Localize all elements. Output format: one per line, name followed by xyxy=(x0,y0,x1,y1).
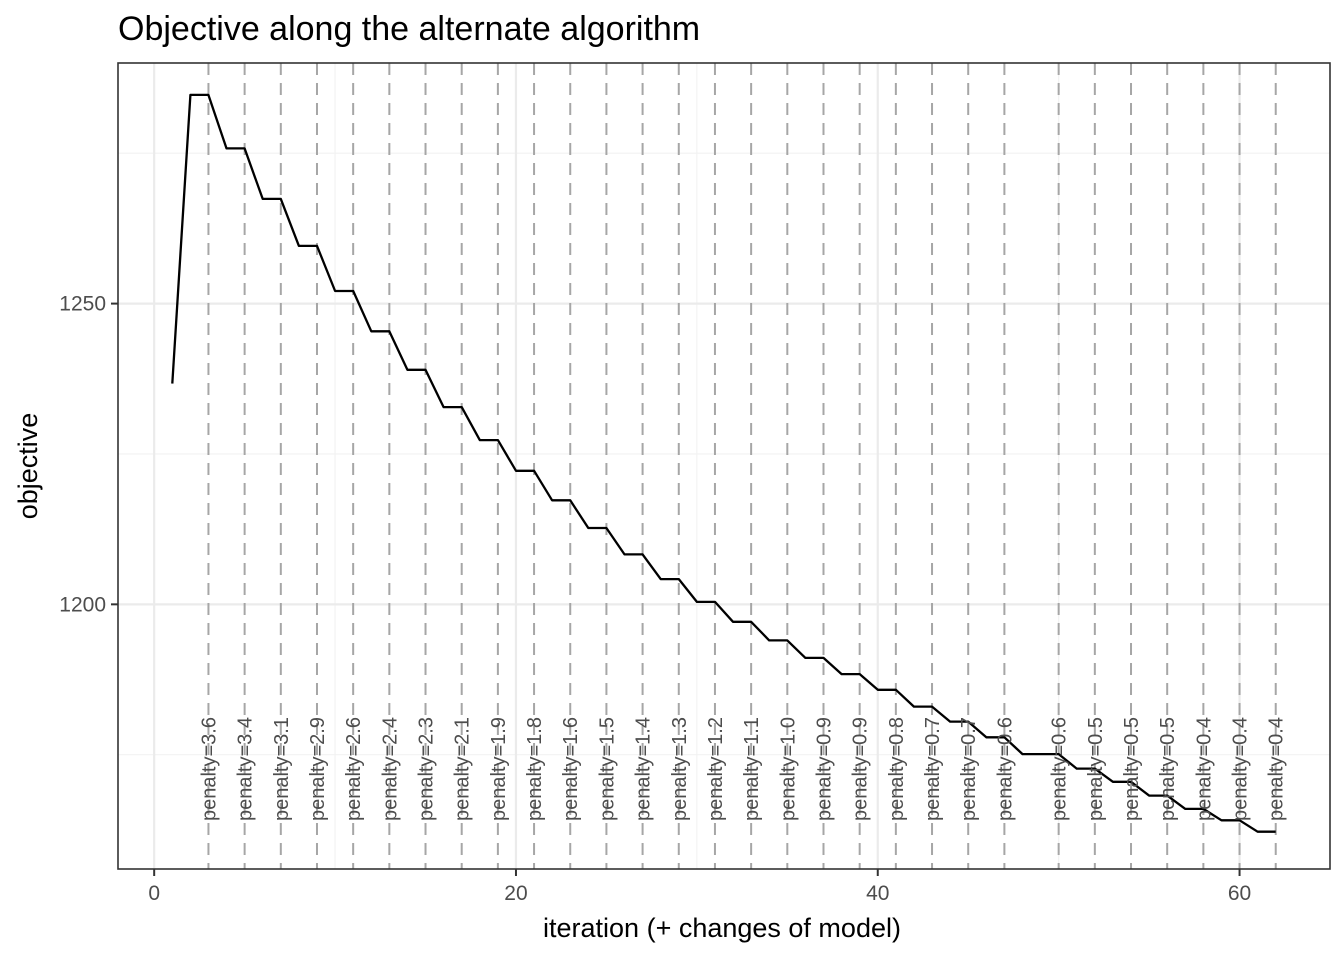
plot-panel-border xyxy=(117,62,1331,870)
penalty-label: penalty=0.7 xyxy=(922,717,944,821)
penalty-label: penalty=3.6 xyxy=(198,717,220,821)
penalty-label: penalty=2.3 xyxy=(416,717,438,821)
penalty-label: penalty=2.6 xyxy=(343,717,365,821)
penalty-label: penalty=0.6 xyxy=(994,717,1016,821)
penalty-label: penalty=1.4 xyxy=(633,717,655,821)
penalty-label: penalty=1.0 xyxy=(777,717,799,821)
chart-title: Objective along the alternate algorithm xyxy=(118,10,700,48)
penalty-label: penalty=1.9 xyxy=(488,717,510,821)
penalty-label: penalty=1.1 xyxy=(741,717,763,821)
x-tick-label: 40 xyxy=(866,882,889,905)
penalty-label: penalty=1.8 xyxy=(524,717,546,821)
x-tick-label: 0 xyxy=(148,882,160,905)
objective-series xyxy=(171,93,1276,833)
y-axis: 1200 1250 xyxy=(59,293,118,616)
penalty-label: penalty=0.7 xyxy=(958,717,980,821)
penalty-label: penalty=0.6 xyxy=(1049,717,1071,821)
penalty-label: penalty=3.4 xyxy=(235,717,257,821)
penalty-label: penalty=0.4 xyxy=(1230,717,1252,821)
penalty-label: penalty=0.5 xyxy=(1157,717,1179,821)
penalty-label: penalty=0.5 xyxy=(1121,717,1143,821)
y-tick-label: 1200 xyxy=(59,593,106,616)
penalty-label: penalty=0.9 xyxy=(813,717,835,821)
penalty-label: penalty=0.4 xyxy=(1266,717,1288,821)
penalty-label: penalty=2.1 xyxy=(452,717,474,821)
penalty-label: penalty=2.9 xyxy=(307,717,329,821)
objective-line xyxy=(171,93,1276,833)
y-axis-title: objective xyxy=(13,413,43,520)
penalty-reference-lines xyxy=(207,63,1277,869)
penalty-label: penalty=0.9 xyxy=(850,717,872,821)
x-tick-label: 60 xyxy=(1228,882,1251,905)
penalty-label: penalty=1.3 xyxy=(669,717,691,821)
penalty-label: penalty=0.4 xyxy=(1193,717,1215,821)
x-tick-label: 20 xyxy=(504,882,527,905)
x-axis-title: iteration (+ changes of model) xyxy=(543,913,901,943)
penalty-label: penalty=2.4 xyxy=(379,717,401,821)
y-tick-label: 1250 xyxy=(59,293,106,316)
penalty-label: penalty=1.5 xyxy=(596,717,618,821)
penalty-label: penalty=3.1 xyxy=(271,717,293,821)
penalty-labels: penalty=3.6 penalty=3.4 penalty=3.1 penalty… xyxy=(198,717,1287,821)
penalty-label: penalty=1.2 xyxy=(705,717,727,821)
penalty-label: penalty=0.5 xyxy=(1085,717,1107,821)
penalty-label: penalty=0.8 xyxy=(886,717,908,821)
x-axis: 0 20 40 60 xyxy=(148,869,1251,905)
penalty-label: penalty=1.6 xyxy=(560,717,582,821)
